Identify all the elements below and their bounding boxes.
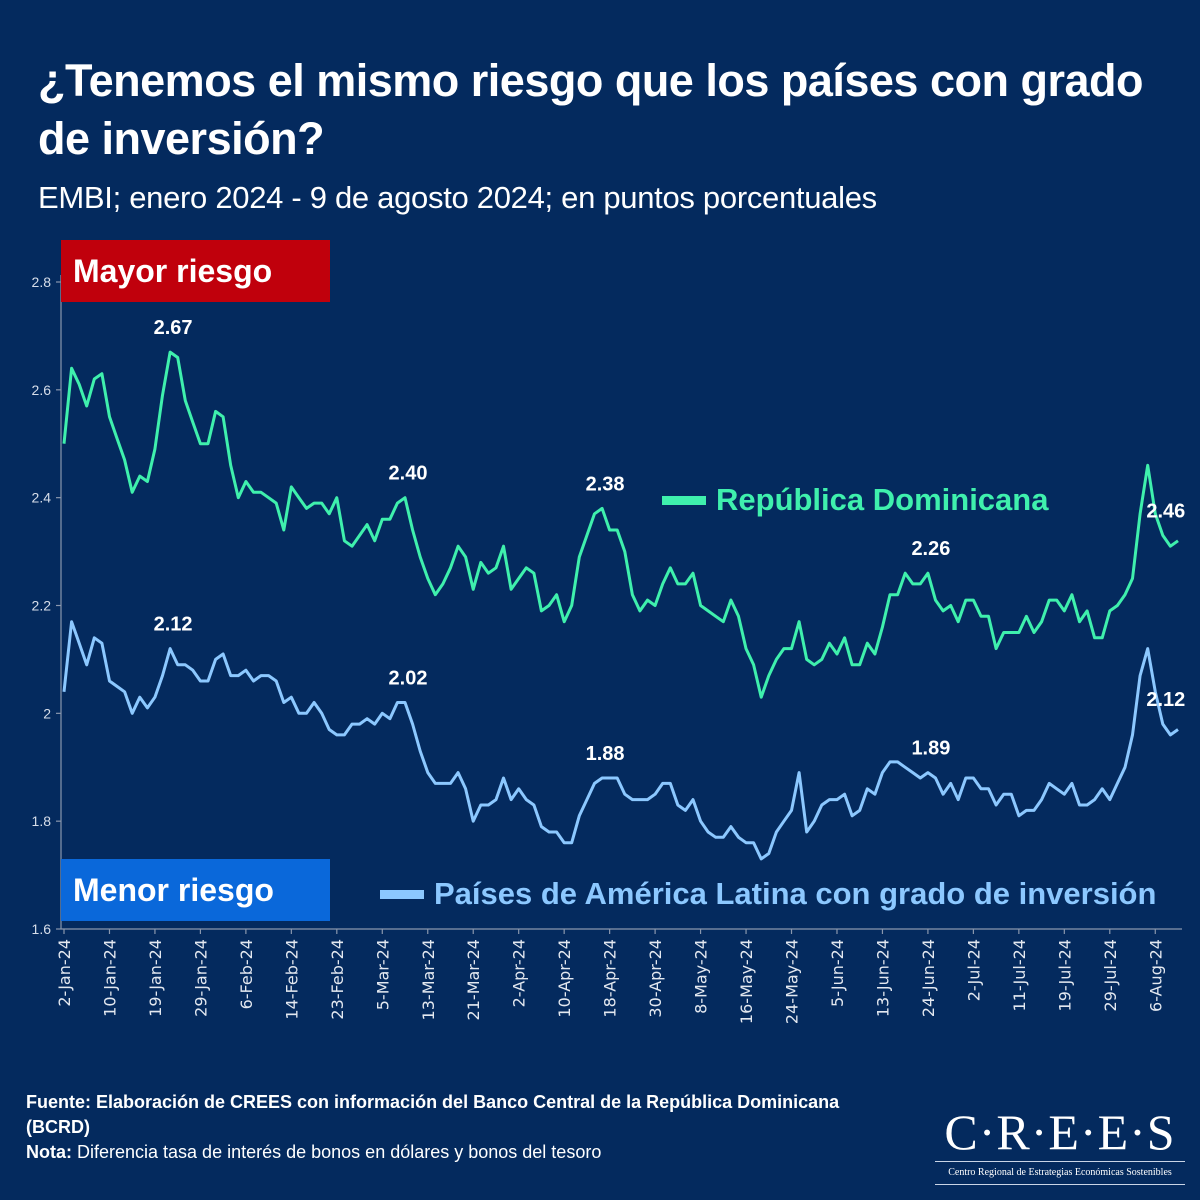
source-text: Elaboración de CREES con información del…	[26, 1092, 840, 1137]
x-tick-label: 13-Jun-24	[873, 939, 892, 1017]
legend-swatch-latin-america	[380, 889, 424, 899]
source-note: Fuente: Elaboración de CREES con informa…	[26, 1090, 906, 1140]
data-label: 1.88	[586, 743, 625, 765]
logo-subtitle: Centro Regional de Estrategias Económica…	[948, 1167, 1172, 1178]
x-tick-label: 13-Mar-24	[419, 939, 438, 1020]
x-tick-label: 5-Mar-24	[373, 939, 392, 1010]
x-tick-label: 29-Jul-24	[1101, 939, 1120, 1011]
y-tick-label: 1.6	[32, 921, 52, 937]
data-label: 2.12	[1146, 689, 1185, 711]
lower-risk-tag: Menor riesgo	[61, 859, 330, 921]
series-line-latin-america	[62, 620, 1179, 861]
x-tick-label: 19-Jul-24	[1055, 939, 1074, 1011]
x-tick-label: 23-Feb-24	[328, 939, 347, 1020]
series-line-dominican-republic	[62, 350, 1179, 699]
legend-label-dominican-republic: República Dominicana	[716, 482, 1049, 517]
legend-item-latin-america: Países de América Latina con grado de in…	[380, 876, 1156, 912]
chart-footer: Fuente: Elaboración de CREES con informa…	[26, 1090, 906, 1165]
x-tick-label: 11-Jul-24	[1010, 939, 1029, 1011]
x-tick-label: 10-Apr-24	[555, 939, 574, 1018]
data-label: 2.40	[389, 463, 428, 485]
x-tick-label: 2-Jan-24	[55, 939, 74, 1007]
legend-item-dominican-republic: República Dominicana	[662, 482, 1048, 518]
y-tick-label: 2.6	[32, 382, 52, 398]
y-tick-label: 2.4	[32, 490, 52, 506]
x-tick-label: 2-Jul-24	[964, 939, 983, 1001]
x-tick-label: 16-May-24	[737, 939, 756, 1024]
x-tick-label: 10-Jan-24	[100, 939, 119, 1017]
y-tick-label: 2	[43, 705, 51, 721]
x-tick-label: 24-Jun-24	[919, 939, 938, 1017]
page-subtitle: EMBI; enero 2024 - 9 de agosto 2024; en …	[38, 180, 877, 215]
x-tick-label: 19-Jan-24	[146, 939, 165, 1017]
data-label: 2.12	[154, 614, 193, 636]
y-tick-label: 2.2	[32, 598, 52, 614]
note-text: Diferencia tasa de interés de bonos en d…	[72, 1142, 602, 1162]
chart-axes: 1.6 1.8 2 2.2 2.4 2.6 2.8 2-Jan-24 10-Jan-24 19-J…	[32, 274, 1182, 1024]
higher-risk-tag: Mayor riesgo	[61, 240, 330, 302]
source-label: Fuente:	[26, 1092, 91, 1112]
logo-rule-top	[935, 1161, 1185, 1162]
y-tick-label: 2.8	[32, 274, 52, 290]
data-label: 1.89	[911, 738, 950, 760]
x-tick-label: 24-May-24	[783, 939, 802, 1024]
x-tick-label: 6-Feb-24	[237, 939, 256, 1009]
legend-swatch-dominican-republic	[662, 495, 706, 505]
x-tick-label: 30-Apr-24	[646, 939, 665, 1018]
legend-label-latin-america: Países de América Latina con grado de in…	[434, 876, 1157, 911]
data-label: 2.02	[389, 668, 428, 690]
data-label: 2.26	[911, 538, 950, 560]
line-chart: 1.6 1.8 2 2.2 2.4 2.6 2.8 2-Jan-24 10-Jan-24 19-J…	[32, 274, 1186, 1024]
x-tick-label: 6-Aug-24	[1146, 939, 1165, 1012]
x-tick-label: 8-May-24	[692, 939, 711, 1014]
logo-wordmark: C·R·E·E·S	[944, 1104, 1176, 1160]
data-label: 2.46	[1146, 500, 1185, 522]
x-tick-label: 14-Feb-24	[282, 939, 301, 1020]
x-tick-label: 5-Jun-24	[828, 939, 847, 1007]
logo-rule-bottom	[935, 1184, 1185, 1185]
page-title: ¿Tenemos el mismo riesgo que los países …	[38, 55, 1143, 164]
x-tick-label: 18-Apr-24	[601, 939, 620, 1018]
x-tick-label: 29-Jan-24	[191, 939, 210, 1017]
y-tick-label: 1.8	[32, 813, 52, 829]
note-label: Nota:	[26, 1142, 72, 1162]
crees-logo: C·R·E·E·S Centro Regional de Estrategias…	[935, 1105, 1185, 1187]
x-tick-label: 2-Apr-24	[510, 939, 529, 1007]
data-label: 2.67	[154, 317, 193, 339]
footnote: Nota: Diferencia tasa de interés de bono…	[26, 1140, 906, 1165]
chart-series	[62, 350, 1179, 861]
chart-annotations: 2.67 2.40 2.38 2.26 2.46 2.12 2.02 1.88 1.89 2.12	[154, 317, 1186, 765]
data-label: 2.38	[586, 473, 625, 495]
x-tick-label: 21-Mar-24	[464, 939, 483, 1020]
